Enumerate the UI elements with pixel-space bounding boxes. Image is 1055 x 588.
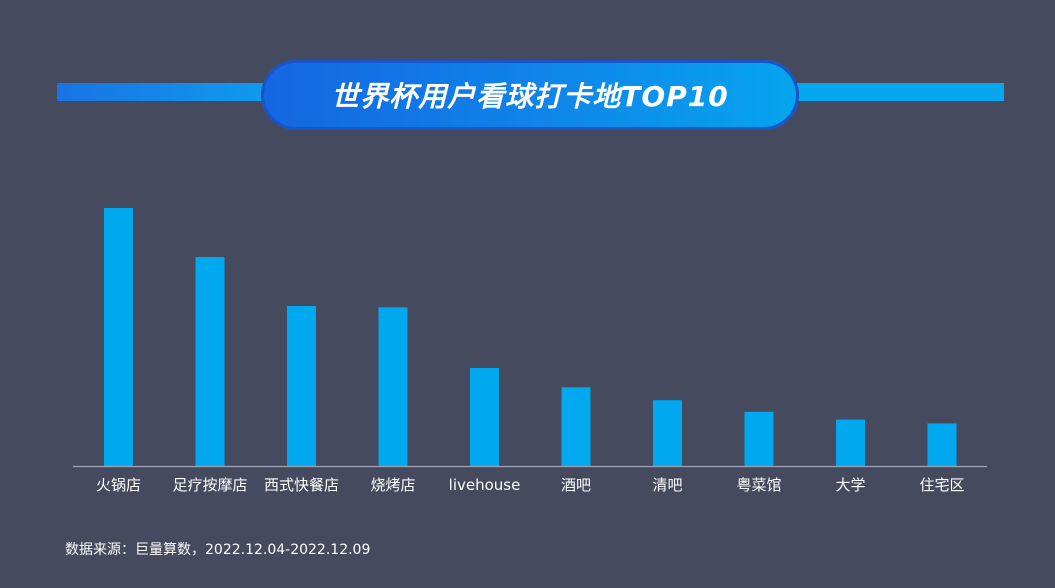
x-tick-label-3: 西式快餐店: [264, 476, 339, 494]
bar-3: [287, 306, 316, 466]
bar-4: [378, 307, 408, 466]
x-tick-label-6: 酒吧: [561, 476, 591, 494]
title-decor-left: [57, 83, 272, 101]
bar-8: [744, 411, 774, 466]
x-tick-label-10: 住宅区: [919, 476, 964, 494]
x-tick-labels: 火锅店 足疗按摩店 西式快餐店 烧烤店 livehouse 酒吧 清吧 粤菜馆 大学 住宅区: [96, 476, 965, 494]
x-tick-label-9: 大学: [835, 476, 865, 494]
bar-5: [470, 368, 499, 466]
x-tick-label-2: 足疗按摩店: [172, 476, 247, 494]
x-tick-label-8: 粤菜馆: [736, 476, 781, 494]
bar-10: [927, 423, 957, 466]
data-source-note: 数据来源：巨量算数，2022.12.04-2022.12.09: [65, 542, 371, 558]
bars-group: [104, 208, 957, 466]
x-tick-label-7: 清吧: [652, 476, 682, 494]
x-tick-label-1: 火锅店: [96, 476, 141, 494]
x-tick-label-5: livehouse: [449, 476, 521, 494]
title-decor-right: [790, 83, 1004, 101]
bar-2: [195, 257, 225, 466]
x-tick-label-4: 烧烤店: [370, 476, 415, 494]
bar-7: [653, 400, 682, 466]
chart-title: 世界杯用户看球打卡地TOP10: [331, 80, 729, 113]
bar-9: [836, 419, 865, 466]
bar-1: [104, 208, 133, 466]
bar-6: [561, 387, 591, 466]
title-banner: 世界杯用户看球打卡地TOP10: [261, 60, 799, 130]
